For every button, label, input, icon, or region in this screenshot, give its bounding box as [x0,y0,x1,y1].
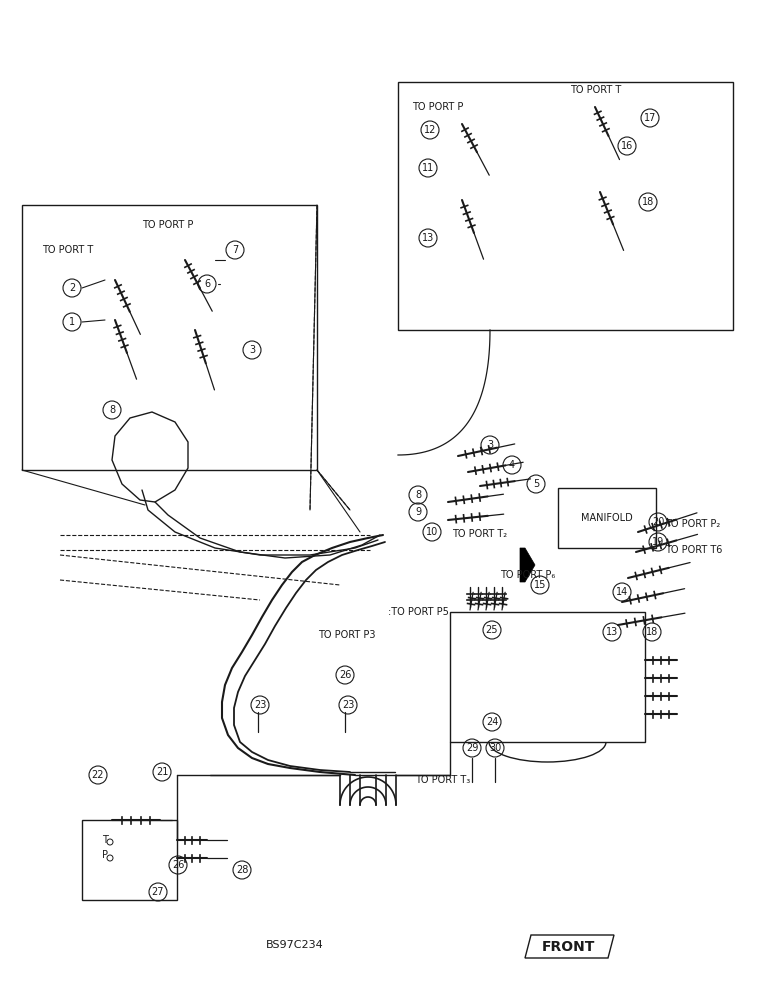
Text: 22: 22 [92,770,104,780]
Text: 3: 3 [249,345,255,355]
Text: BS97C234: BS97C234 [266,940,324,950]
Text: 18: 18 [642,197,654,207]
Text: 4: 4 [509,460,515,470]
Text: 7: 7 [232,245,238,255]
Text: TO PORT T₃: TO PORT T₃ [415,775,470,785]
Text: 19: 19 [652,537,664,547]
Text: TO PORT T: TO PORT T [570,85,621,95]
Text: TO PORT P₆: TO PORT P₆ [500,570,555,580]
Text: FRONT: FRONT [541,940,594,954]
Text: 10: 10 [426,527,438,537]
Text: TO PORT P₂: TO PORT P₂ [665,519,720,529]
Text: 30: 30 [489,743,501,753]
Text: TO PORT P: TO PORT P [142,220,193,230]
Text: 2: 2 [69,283,75,293]
Text: 21: 21 [156,767,168,777]
Text: 25: 25 [486,625,498,635]
Bar [398,82,733,330]
Text: 11: 11 [422,163,434,173]
Text: 13: 13 [606,627,618,637]
Text: 26: 26 [339,670,351,680]
Text: 26: 26 [172,860,185,870]
Text: 23: 23 [254,700,266,710]
Text: MANIFOLD: MANIFOLD [581,513,633,523]
Text: :TO PORT P5: :TO PORT P5 [388,607,449,617]
Text: 29: 29 [466,743,478,753]
Text: 17: 17 [644,113,656,123]
Text: 27: 27 [152,887,164,897]
Bar [450,612,645,742]
Text: 18: 18 [646,627,658,637]
Text: TO PORT T₂: TO PORT T₂ [452,529,507,539]
Bar [82,820,177,900]
Bar [22,205,317,470]
Text: 24: 24 [486,717,498,727]
Bar [558,488,656,548]
Text: P: P [102,850,108,860]
Text: TO PORT T6: TO PORT T6 [665,545,723,555]
Text: 3: 3 [487,440,493,450]
Text: 8: 8 [415,490,421,500]
Text: TO PORT P: TO PORT P [412,102,463,112]
Text: 15: 15 [533,580,546,590]
Text: 14: 14 [616,587,628,597]
Text: 8: 8 [109,405,115,415]
Text: 5: 5 [533,479,539,489]
Text: 13: 13 [422,233,434,243]
Text: TO PORT T: TO PORT T [42,245,93,255]
Text: 23: 23 [342,700,354,710]
Text: 28: 28 [235,865,248,875]
Polygon shape [520,548,535,582]
Text: TO PORT P3: TO PORT P3 [318,630,375,640]
Text: 6: 6 [204,279,210,289]
Text: 12: 12 [424,125,436,135]
Text: 16: 16 [621,141,633,151]
Text: 9: 9 [415,507,421,517]
Text: T: T [102,835,108,845]
Text: 20: 20 [652,517,664,527]
Text: 1: 1 [69,317,75,327]
